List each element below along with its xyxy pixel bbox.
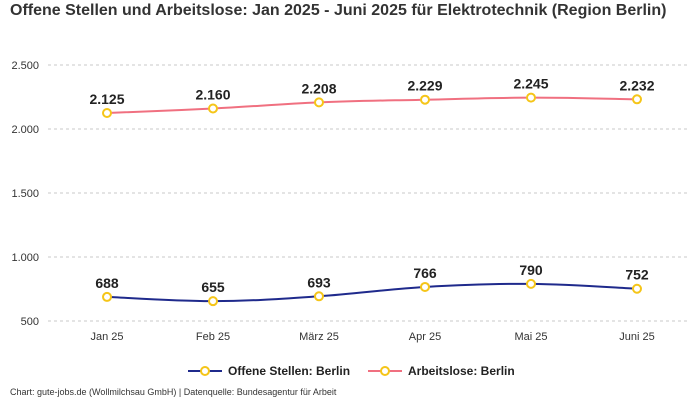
data-point[interactable] bbox=[526, 92, 536, 103]
data-label: 2.229 bbox=[407, 78, 442, 94]
legend-marker bbox=[200, 366, 210, 376]
x-tick-label: März 25 bbox=[299, 331, 339, 343]
legend-label: Offene Stellen: Berlin bbox=[228, 364, 350, 378]
legend-item[interactable]: Arbeitslose: Berlin bbox=[368, 364, 515, 378]
y-tick-label: 1.000 bbox=[11, 252, 39, 264]
grid-lines bbox=[48, 64, 690, 322]
legend[interactable]: Offene Stellen: Berlin Arbeitslose: Berli… bbox=[188, 364, 515, 378]
y-axis-ticks: 500 1.000 1.500 2.000 2.500 bbox=[11, 60, 39, 328]
data-point[interactable] bbox=[208, 103, 218, 114]
data-label: 2.232 bbox=[619, 77, 654, 93]
data-point[interactable] bbox=[420, 281, 430, 292]
source-note: Chart: gute-jobs.de (Wollmilchsau GmbH) … bbox=[10, 387, 337, 397]
data-point[interactable] bbox=[314, 291, 324, 302]
data-label: 693 bbox=[307, 274, 331, 290]
y-tick-label: 2.500 bbox=[11, 60, 39, 72]
data-point[interactable] bbox=[208, 296, 218, 307]
y-tick-label: 2.000 bbox=[11, 124, 39, 136]
data-label: 752 bbox=[625, 267, 649, 283]
data-point[interactable] bbox=[314, 97, 324, 108]
data-label: 688 bbox=[95, 275, 119, 291]
data-point[interactable] bbox=[102, 291, 112, 302]
x-tick-label: Apr 25 bbox=[409, 331, 441, 343]
series-line bbox=[106, 282, 638, 303]
data-point[interactable] bbox=[526, 278, 536, 289]
data-label: 2.208 bbox=[301, 80, 336, 96]
data-label: 2.160 bbox=[195, 87, 230, 103]
series-1: 2.125 2.160 2.208 2.229 2.245 2.232 bbox=[89, 76, 655, 118]
data-point[interactable] bbox=[420, 94, 430, 105]
data-label: 2.125 bbox=[89, 91, 124, 107]
x-tick-label: Juni 25 bbox=[619, 331, 654, 343]
x-axis-ticks: Jan 25 Feb 25 März 25 Apr 25 Mai 25 Juni 25 bbox=[90, 331, 654, 343]
data-label: 2.245 bbox=[513, 76, 548, 92]
series-line bbox=[106, 96, 638, 114]
data-label: 790 bbox=[519, 262, 543, 278]
x-tick-label: Mai 25 bbox=[514, 331, 547, 343]
legend-marker bbox=[380, 366, 390, 376]
series-0: 688 655 693 766 790 752 bbox=[95, 262, 649, 307]
data-point[interactable] bbox=[632, 94, 642, 105]
y-tick-label: 1.500 bbox=[11, 188, 39, 200]
x-tick-label: Jan 25 bbox=[90, 331, 123, 343]
data-label: 655 bbox=[201, 279, 225, 295]
x-tick-label: Feb 25 bbox=[196, 331, 230, 343]
legend-item[interactable]: Offene Stellen: Berlin bbox=[188, 364, 350, 378]
y-tick-label: 500 bbox=[21, 316, 39, 328]
data-point[interactable] bbox=[102, 108, 112, 118]
chart-title: Offene Stellen und Arbeitslose: Jan 2025… bbox=[10, 2, 667, 19]
data-label: 766 bbox=[413, 265, 437, 281]
data-point[interactable] bbox=[632, 283, 642, 294]
legend-label: Arbeitslose: Berlin bbox=[408, 364, 515, 378]
